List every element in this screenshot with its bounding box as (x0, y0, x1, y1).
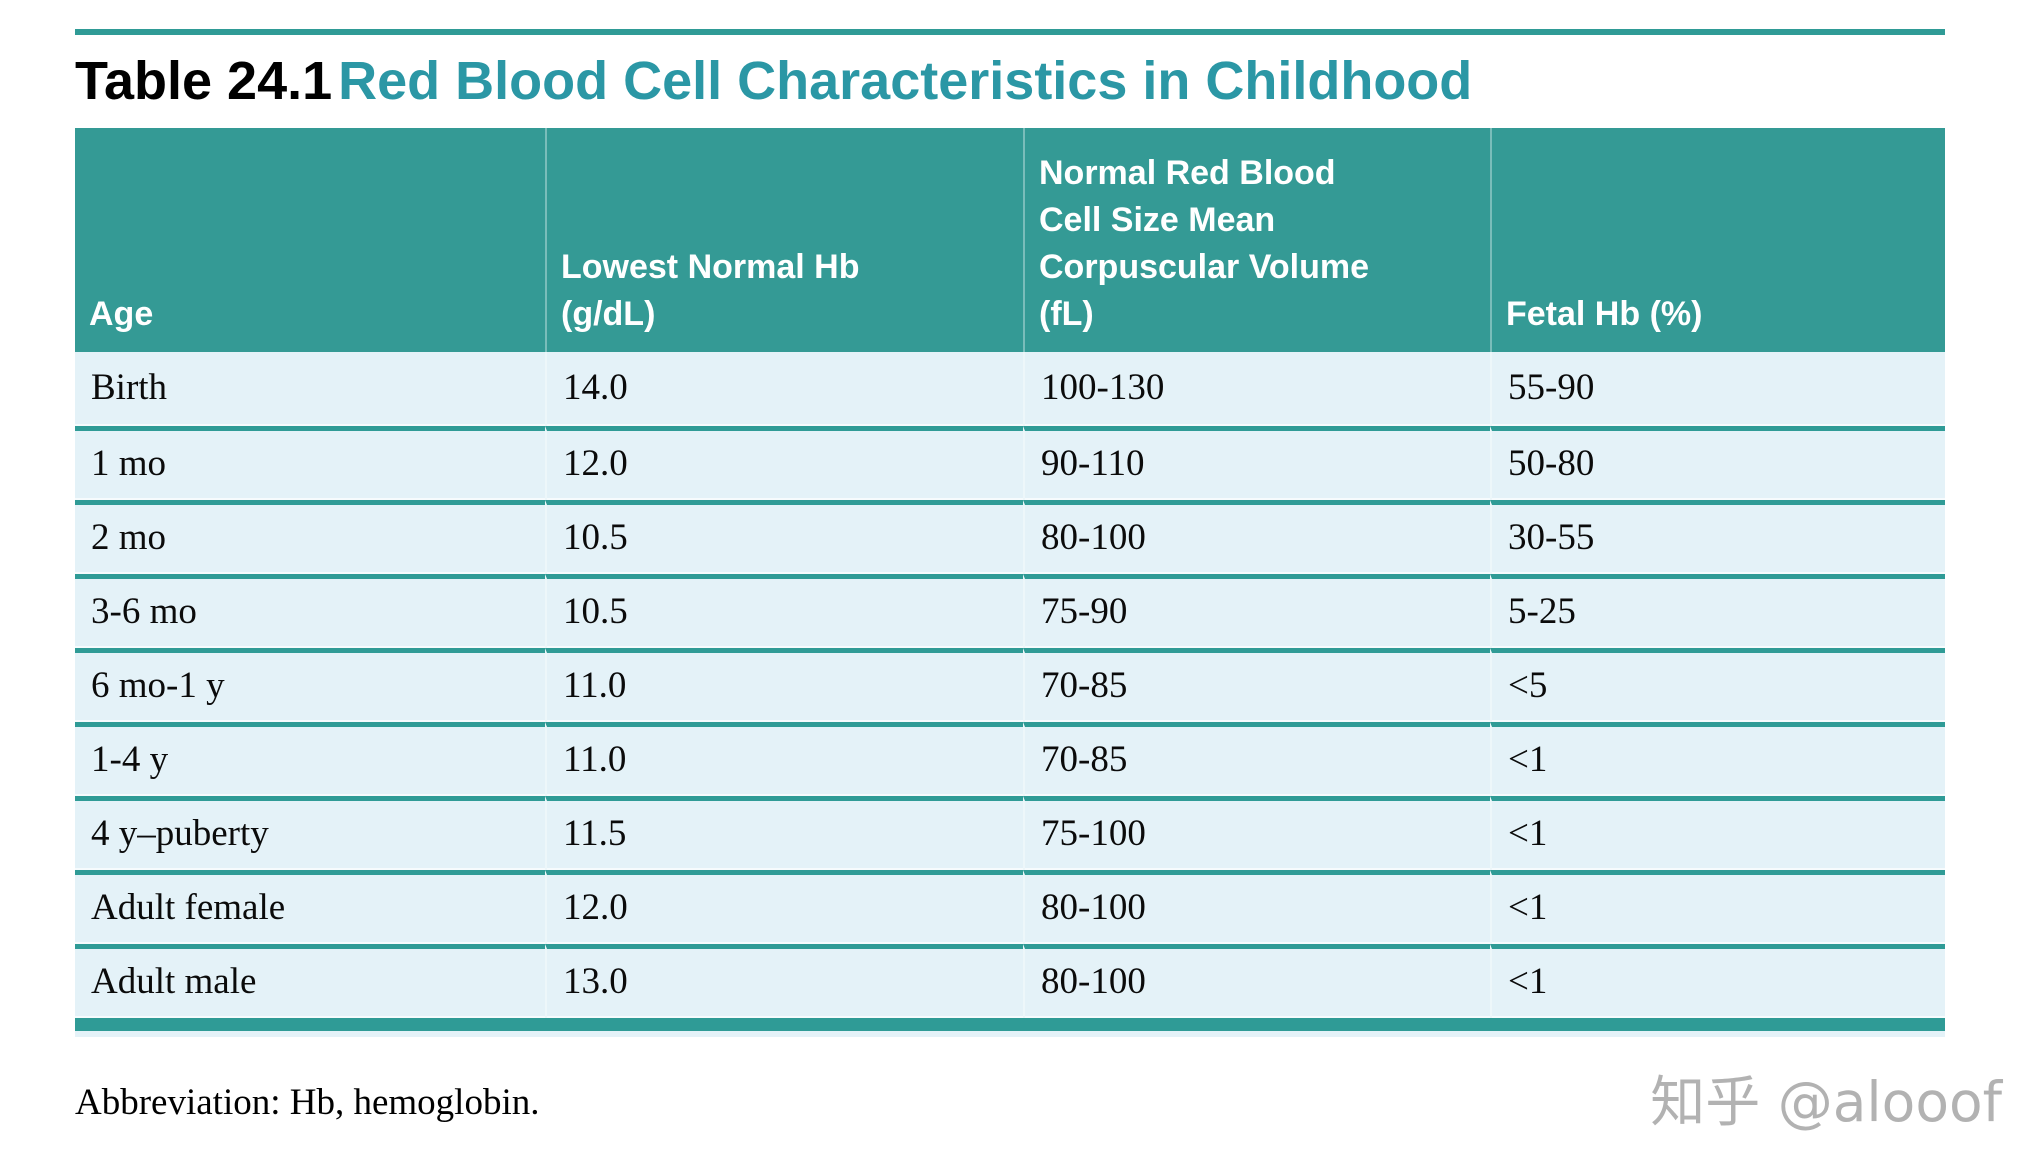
watermark: 知乎 @alooof (1650, 1070, 2002, 1134)
table-cell: 50-80 (1490, 426, 1945, 500)
table-row: 3-6 mo 10.5 75-90 5-25 (75, 574, 1945, 648)
table-header-row: Age Lowest Normal Hb (g/dL) Normal Red Blo… (75, 128, 1945, 352)
table-title-text: Red Blood Cell Characteristics in Childh… (338, 51, 1473, 111)
bottom-strip (75, 1031, 1945, 1037)
table-cell: 3-6 mo (75, 574, 545, 648)
table-cell: 5-25 (1490, 574, 1945, 648)
table-cell: 12.0 (545, 426, 1023, 500)
table-cell: <1 (1490, 944, 1945, 1018)
table-cell: 1 mo (75, 426, 545, 500)
table-cell: Adult male (75, 944, 545, 1018)
top-rule-divider (75, 29, 1945, 35)
column-header: Normal Red Blood Cell Size Mean Corpuscu… (1023, 128, 1490, 352)
table-row: 2 mo 10.5 80-100 30-55 (75, 500, 1945, 574)
document-content: Table 24.1 Red Blood Cell Characteristics… (75, 29, 1945, 1124)
table-cell: Adult female (75, 870, 545, 944)
table-cell: 30-55 (1490, 500, 1945, 574)
table-title: Table 24.1 Red Blood Cell Characteristics… (75, 53, 1945, 109)
table-cell: 70-85 (1023, 722, 1490, 796)
table-cell: 70-85 (1023, 648, 1490, 722)
table-cell: 100-130 (1023, 352, 1490, 426)
table-body: Birth 14.0 100-130 55-90 1 mo 12.0 90-110 50-80… (75, 352, 1945, 1018)
table-cell: <1 (1490, 870, 1945, 944)
table-cell: 2 mo (75, 500, 545, 574)
table-cell: 4 y–puberty (75, 796, 545, 870)
bottom-bar-divider (75, 1018, 1945, 1031)
table-cell: 80-100 (1023, 944, 1490, 1018)
table-cell: <1 (1490, 722, 1945, 796)
table-cell: 55-90 (1490, 352, 1945, 426)
table-cell: 13.0 (545, 944, 1023, 1018)
table-row: 4 y–puberty 11.5 75-100 <1 (75, 796, 1945, 870)
table-row: 1 mo 12.0 90-110 50-80 (75, 426, 1945, 500)
table-cell: 11.0 (545, 648, 1023, 722)
table-header: Age Lowest Normal Hb (g/dL) Normal Red Blo… (75, 128, 1945, 352)
table-title-number: Table 24.1 (75, 51, 333, 111)
table-cell: 80-100 (1023, 500, 1490, 574)
table-cell: 11.0 (545, 722, 1023, 796)
table-cell: 14.0 (545, 352, 1023, 426)
table-cell: <5 (1490, 648, 1945, 722)
table-cell: 1-4 y (75, 722, 545, 796)
rbc-characteristics-table: Age Lowest Normal Hb (g/dL) Normal Red Blo… (75, 128, 1945, 1018)
table-cell: 6 mo-1 y (75, 648, 545, 722)
table-row: Birth 14.0 100-130 55-90 (75, 352, 1945, 426)
column-header: Age (75, 128, 545, 352)
column-header: Lowest Normal Hb (g/dL) (545, 128, 1023, 352)
column-header: Fetal Hb (%) (1490, 128, 1945, 352)
page: { "page": { "title": { "label": "Table 2… (0, 29, 2036, 1176)
table-cell: 10.5 (545, 500, 1023, 574)
abbreviation-footnote: Abbreviation: Hb, hemoglobin. (75, 1082, 540, 1123)
table-row: 1-4 y 11.0 70-85 <1 (75, 722, 1945, 796)
table-cell: 12.0 (545, 870, 1023, 944)
table-row: Adult male 13.0 80-100 <1 (75, 944, 1945, 1018)
table-row: Adult female 12.0 80-100 <1 (75, 870, 1945, 944)
table-cell: 90-110 (1023, 426, 1490, 500)
table-cell: <1 (1490, 796, 1945, 870)
table-cell: Birth (75, 352, 545, 426)
table-cell: 75-90 (1023, 574, 1490, 648)
table-cell: 75-100 (1023, 796, 1490, 870)
table-cell: 80-100 (1023, 870, 1490, 944)
table-row: 6 mo-1 y 11.0 70-85 <5 (75, 648, 1945, 722)
table-cell: 10.5 (545, 574, 1023, 648)
table-cell: 11.5 (545, 796, 1023, 870)
